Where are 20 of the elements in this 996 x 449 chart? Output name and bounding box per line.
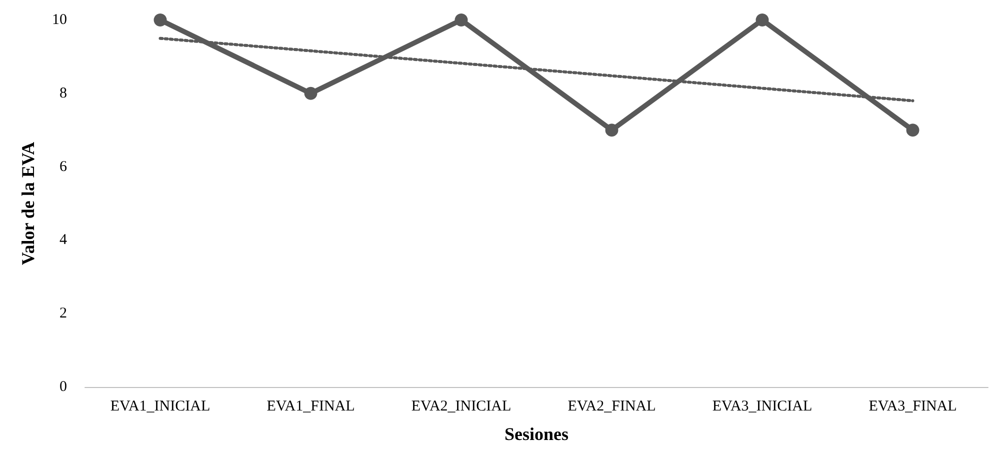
y-tick-label: 6: [60, 158, 68, 175]
x-axis-title: Sesiones: [504, 424, 569, 444]
y-tick-label: 4: [60, 232, 68, 248]
point: [304, 86, 318, 100]
x-tick-label: EVA1_FINAL: [266, 398, 355, 414]
y-tick-label: 8: [60, 85, 67, 102]
y-tick-label: 10: [52, 12, 67, 28]
x-tick-label: EVA2_INICIAL: [411, 398, 512, 414]
x-tick-label: EVA1_INICIAL: [110, 398, 210, 414]
point: [906, 124, 920, 137]
y-tick-label: 2: [60, 306, 67, 322]
point: [756, 14, 769, 26]
point: [605, 124, 618, 137]
x-tick-label: EVA3_FINAL: [868, 398, 957, 414]
point: [454, 14, 468, 26]
x-tick-label: EVA2_FINAL: [568, 398, 656, 414]
y-axis-title: Valor de la EVA: [18, 142, 38, 266]
point: [154, 14, 167, 26]
y-tick-label: 0: [60, 379, 67, 395]
x-tick-label: EVA3_INICIAL: [712, 398, 812, 414]
